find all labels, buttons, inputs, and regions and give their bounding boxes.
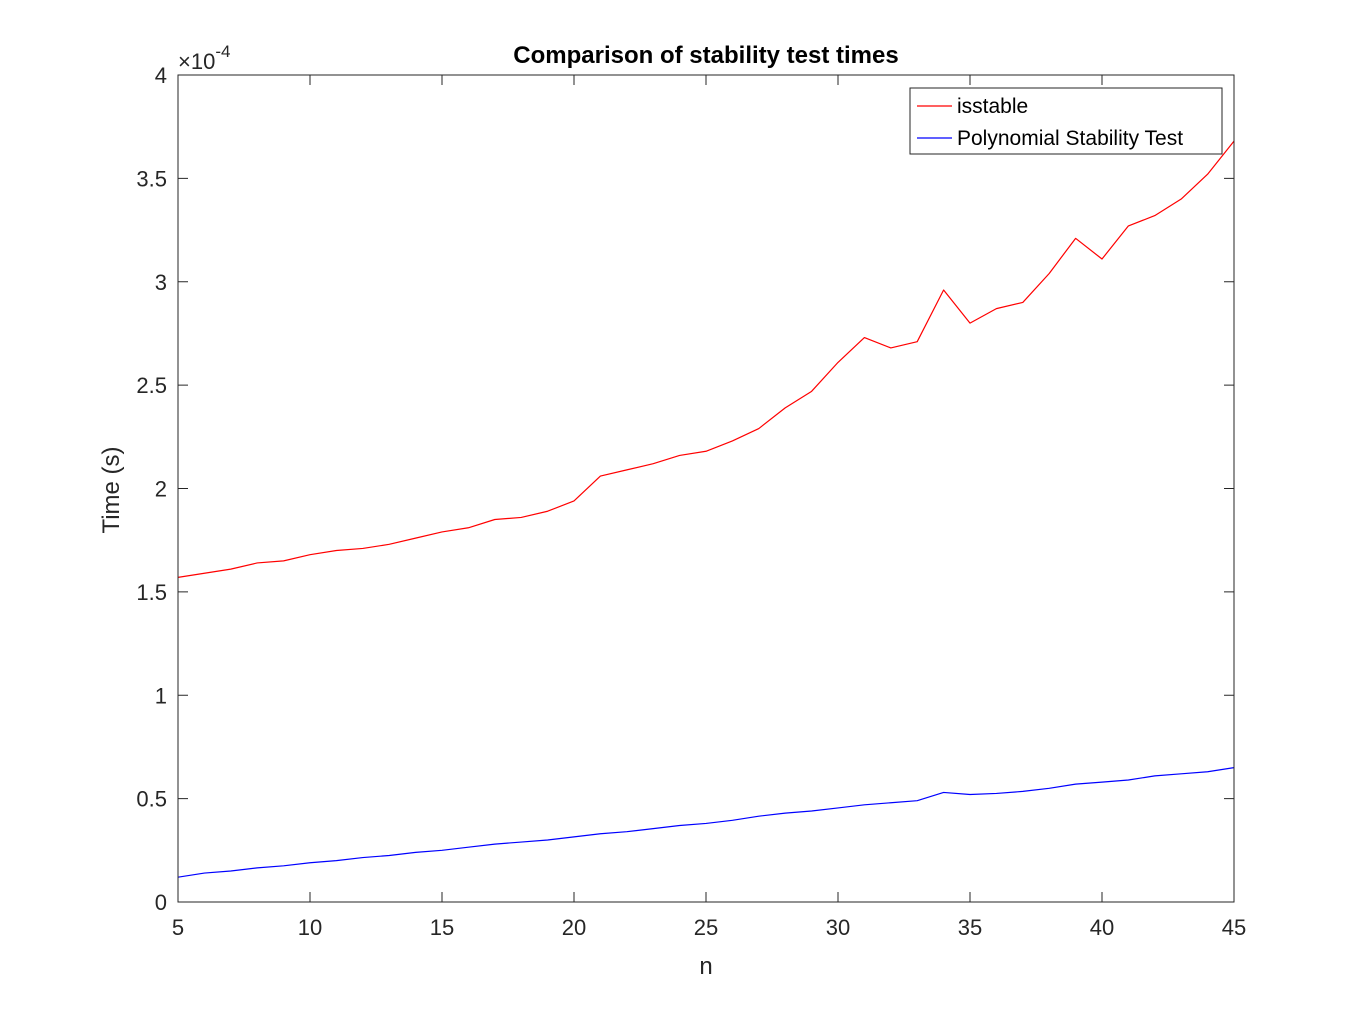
x-tick-label: 40: [1090, 915, 1114, 940]
x-tick-label: 45: [1222, 915, 1246, 940]
x-tick-label: 10: [298, 915, 322, 940]
y-axis-exponent-base: ×10: [178, 49, 215, 74]
legend-entry-label: Polynomial Stability Test: [957, 127, 1183, 150]
x-tick-label: 5: [172, 915, 184, 940]
legend: isstable Polynomial Stability Test: [909, 87, 1223, 155]
y-tick-label: 4: [155, 63, 167, 88]
y-axis-label: Time (s): [98, 446, 125, 533]
y-tick-label: 2.5: [136, 373, 167, 398]
x-tick-label: 15: [430, 915, 454, 940]
x-tick-label: 30: [826, 915, 850, 940]
y-tick-label: 2: [155, 477, 167, 502]
x-tick-label: 20: [562, 915, 586, 940]
plot-area: [178, 75, 1234, 902]
y-axis-exponent-power: -4: [215, 42, 230, 61]
y-tick-label: 0.5: [136, 787, 167, 812]
y-tick-label: 1: [155, 683, 167, 708]
series-line-polynomial-stability-test: [177, 767, 1235, 878]
y-tick-label: 0: [155, 890, 167, 915]
chart-title: Comparison of stability test times: [513, 42, 898, 69]
x-tick-label: 25: [694, 915, 718, 940]
y-tick-label: 3: [155, 270, 167, 295]
series-line-isstable: [177, 140, 1235, 578]
y-axis-exponent: ×10-4: [178, 42, 230, 74]
legend-entry-label: isstable: [957, 95, 1028, 118]
y-tick-label: 3.5: [136, 166, 167, 191]
x-axis-label: n: [699, 953, 712, 980]
y-tick-label: 1.5: [136, 580, 167, 605]
x-tick-label: 35: [958, 915, 982, 940]
legend-box: [909, 87, 1223, 155]
